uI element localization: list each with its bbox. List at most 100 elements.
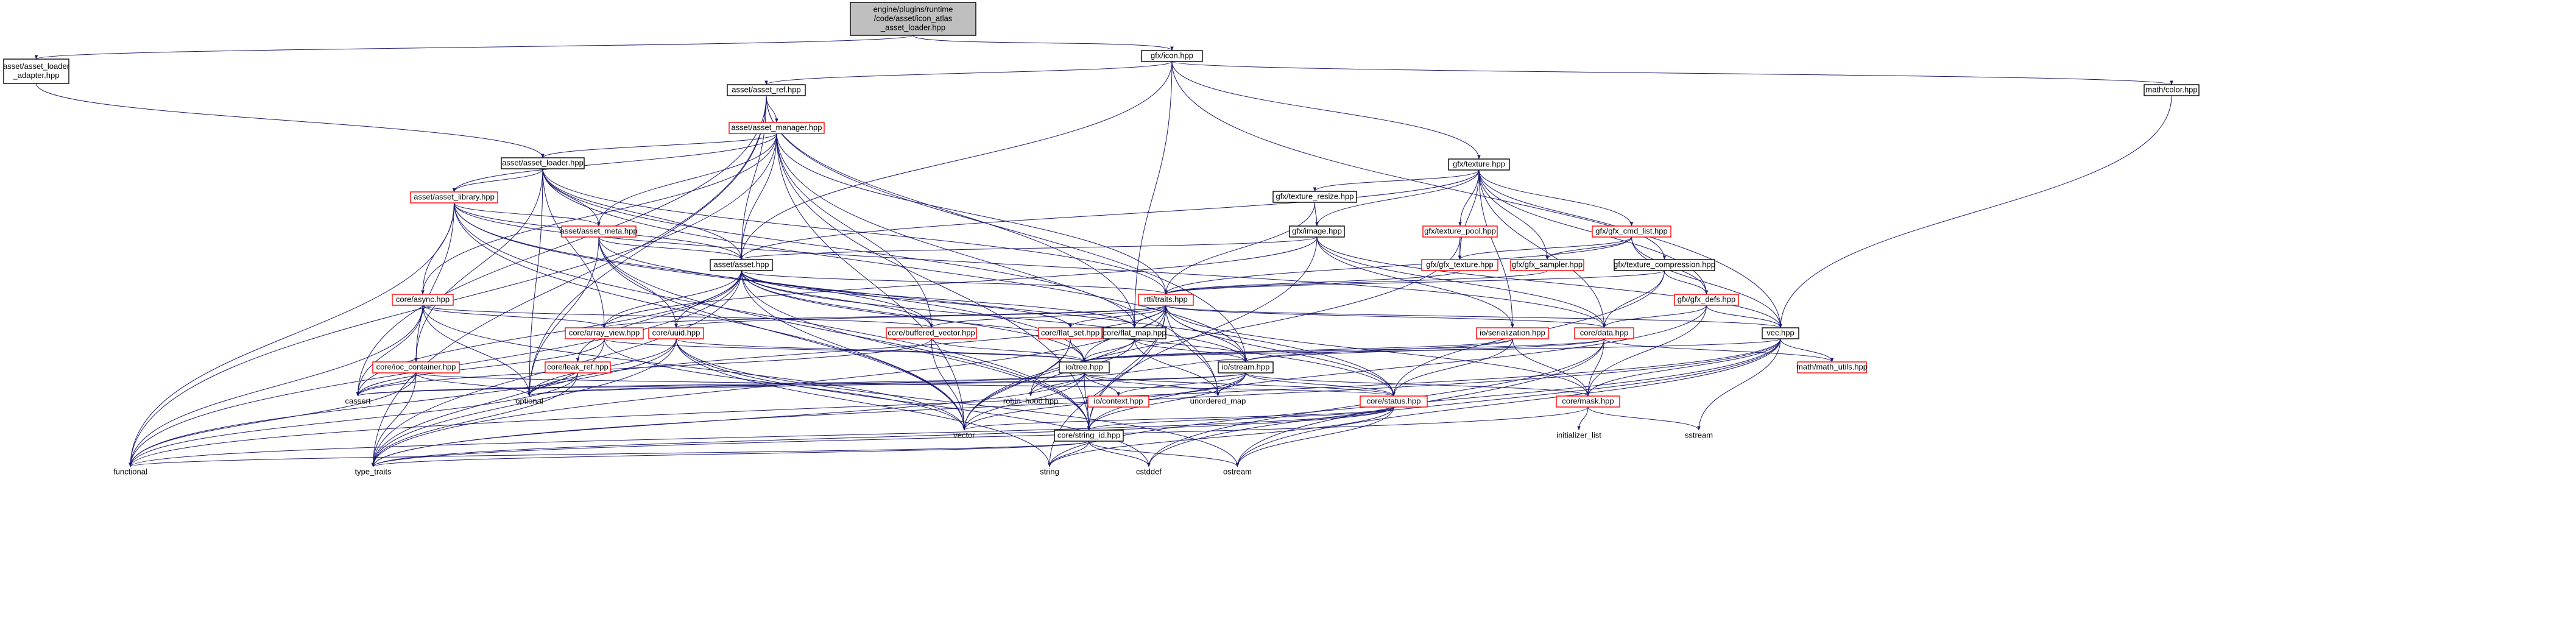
node-io-context[interactable]: io/context.hpp bbox=[1087, 395, 1149, 408]
edge-gfx_texture-to-texture_resize bbox=[1313, 169, 1480, 192]
edge-math_color-to-vec bbox=[1779, 95, 2172, 328]
node-gfx-cmd-list[interactable]: gfx/gfx_cmd_list.hpp bbox=[1592, 225, 1671, 238]
edge-core_async-to-functional bbox=[129, 305, 423, 467]
node-string: string bbox=[1040, 467, 1059, 476]
node-core-mask[interactable]: core/mask.hpp bbox=[1556, 395, 1620, 408]
edge-core_status-to-ostream bbox=[1235, 406, 1394, 467]
node-io-tree[interactable]: io/tree.hpp bbox=[1059, 361, 1110, 374]
edge-asset_library-to-asset_meta bbox=[454, 202, 601, 227]
node-gfx-texture[interactable]: gfx/texture.hpp bbox=[1448, 158, 1510, 171]
node-aal-adapter[interactable]: asset/asset_loader_adapter.hpp bbox=[3, 58, 70, 84]
node-label: rtti/traits.hpp bbox=[1144, 294, 1188, 303]
node-io-serialization[interactable]: io/serialization.hpp bbox=[1476, 327, 1549, 339]
edge-gfx_icon-to-flat_map bbox=[1132, 61, 1173, 328]
node-gfx-image[interactable]: gfx/image.hpp bbox=[1289, 225, 1345, 238]
node-box bbox=[2144, 84, 2200, 96]
node-cstddef: cstddef bbox=[1136, 467, 1162, 476]
node-label: engine/plugins/runtime bbox=[873, 4, 953, 13]
edge-asset_ref-to-io_stream bbox=[766, 95, 1247, 363]
edge-texture_resize-to-gfx_image bbox=[1314, 202, 1319, 227]
node-math-color[interactable]: math/color.hpp bbox=[2144, 84, 2200, 96]
node-label: asset/asset_loader.hpp bbox=[502, 158, 584, 167]
edge-gfx_texture-to-core_data bbox=[1478, 169, 1606, 328]
edge-io_stream-to-cassert bbox=[356, 372, 1246, 397]
node-box bbox=[1422, 225, 1498, 238]
node-label: sstream bbox=[1685, 430, 1713, 439]
node-box bbox=[1289, 225, 1345, 238]
node-unordered-map: unordered_map bbox=[1190, 396, 1246, 405]
node-asset-loader[interactable]: asset/asset_loader.hpp bbox=[501, 157, 585, 169]
node-asset-manager[interactable]: asset/asset_manager.hpp bbox=[729, 122, 825, 134]
node-label: gfx/gfx_defs.hpp bbox=[1678, 294, 1735, 303]
edge-asset_meta-to-optional bbox=[528, 236, 599, 397]
node-math-utils[interactable]: math/math_utils.hpp bbox=[1796, 361, 1868, 374]
node-label: gfx/image.hpp bbox=[1292, 226, 1342, 235]
edge-ioc_container-to-cassert bbox=[356, 372, 417, 397]
node-core-data[interactable]: core/data.hpp bbox=[1574, 327, 1634, 339]
edge-io_serialization-to-io_tree bbox=[1082, 338, 1513, 363]
edge-gfx_sampler-to-rtti_traits bbox=[1164, 270, 1548, 295]
node-array-view[interactable]: core/array_view.hpp bbox=[565, 327, 644, 339]
node-flat-set[interactable]: core/flat_set.hpp bbox=[1038, 327, 1103, 339]
edge-asset_meta-to-vector bbox=[598, 236, 966, 431]
node-gfx-gfx-texture[interactable]: gfx/gfx_texture.hpp bbox=[1421, 259, 1498, 271]
edge-gfx_texture-to-texture_compression bbox=[1478, 169, 1667, 260]
node-label: core/array_view.hpp bbox=[569, 328, 640, 337]
node-label: gfx/gfx_cmd_list.hpp bbox=[1595, 226, 1668, 235]
edge-leak_ref-to-type_traits bbox=[371, 372, 578, 467]
node-box bbox=[545, 361, 611, 374]
node-gfx-sampler[interactable]: gfx/gfx_sampler.hpp bbox=[1510, 259, 1584, 271]
node-root[interactable]: engine/plugins/runtime/code/asset/icon_a… bbox=[850, 2, 976, 36]
node-vec[interactable]: vec.hpp bbox=[1762, 327, 1799, 339]
node-asset-meta[interactable]: asset/asset_meta.hpp bbox=[560, 225, 638, 238]
node-core-uuid[interactable]: core/uuid.hpp bbox=[648, 327, 704, 339]
node-io-stream[interactable]: io/stream.hpp bbox=[1218, 361, 1274, 374]
node-core-status[interactable]: core/status.hpp bbox=[1360, 395, 1428, 408]
node-box bbox=[1138, 294, 1194, 306]
edge-asset_loader-to-flat_map bbox=[542, 168, 1137, 328]
edge-buffered_vector-to-vector bbox=[931, 338, 966, 431]
node-box bbox=[1614, 259, 1715, 271]
node-core-async[interactable]: core/async.hpp bbox=[392, 294, 454, 306]
node-asset-ref[interactable]: asset/asset_ref.hpp bbox=[727, 84, 806, 96]
node-gfx-icon[interactable]: gfx/icon.hpp bbox=[1141, 50, 1203, 62]
node-box bbox=[1103, 327, 1166, 339]
node-texture-resize[interactable]: gfx/texture_resize.hpp bbox=[1272, 191, 1357, 203]
edge-gfx_texture-to-gfx_image bbox=[1315, 169, 1480, 227]
node-box bbox=[392, 294, 454, 306]
node-label: asset/asset_meta.hpp bbox=[560, 226, 637, 235]
node-flat-map[interactable]: core/flat_map.hpp bbox=[1103, 327, 1166, 339]
node-gfx-defs[interactable]: gfx/gfx_defs.hpp bbox=[1674, 294, 1739, 306]
node-rtti-traits[interactable]: rtti/traits.hpp bbox=[1138, 294, 1194, 306]
edge-leak_ref-to-functional bbox=[129, 372, 578, 467]
edge-string_id-to-string bbox=[1048, 441, 1089, 467]
node-string-id[interactable]: core/string_id.hpp bbox=[1054, 430, 1124, 442]
node-texture-compression[interactable]: gfx/texture_compression.hpp bbox=[1614, 259, 1715, 271]
node-label: string bbox=[1040, 467, 1059, 476]
node-label: asset/asset_ref.hpp bbox=[732, 85, 800, 94]
node-buffered-vector[interactable]: core/buffered_vector.hpp bbox=[886, 327, 977, 339]
node-leak-ref[interactable]: core/leak_ref.hpp bbox=[545, 361, 611, 374]
edge-aal_adapter-to-asset_loader bbox=[36, 83, 545, 158]
node-label: math/math_utils.hpp bbox=[1796, 362, 1868, 371]
edge-root-to-aal_adapter bbox=[35, 35, 914, 60]
node-box bbox=[1510, 259, 1584, 271]
node-label: /code/asset/icon_atlas bbox=[874, 13, 953, 23]
node-ioc-container[interactable]: core/ioc_container.hpp bbox=[372, 361, 460, 374]
edge-asset_manager-to-asset_library bbox=[452, 133, 777, 193]
node-asset-library[interactable]: asset/asset_library.hpp bbox=[410, 191, 498, 204]
edge-asset_loader-to-asset_asset bbox=[542, 168, 743, 260]
edge-string_id-to-type_traits bbox=[372, 441, 1089, 467]
edge-gfx_defs-to-vec bbox=[1706, 305, 1782, 328]
edge-texture_pool-to-vector bbox=[962, 236, 1461, 431]
edge-buffered_vector-to-io_tree bbox=[931, 338, 1086, 363]
node-label: gfx/gfx_texture.hpp bbox=[1426, 260, 1494, 269]
edge-gfx_defs-to-core_data bbox=[1602, 305, 1707, 328]
edge-io_tree-to-type_traits bbox=[371, 372, 1085, 467]
edge-asset_asset-to-flat_set bbox=[741, 270, 1072, 328]
node-texture-pool[interactable]: gfx/texture_pool.hpp bbox=[1422, 225, 1498, 238]
edge-texture_resize-to-rtti_traits bbox=[1164, 202, 1315, 295]
edge-asset_manager-to-vector bbox=[776, 133, 966, 431]
node-asset-asset[interactable]: asset/asset.hpp bbox=[710, 259, 773, 271]
node-box bbox=[727, 84, 806, 96]
